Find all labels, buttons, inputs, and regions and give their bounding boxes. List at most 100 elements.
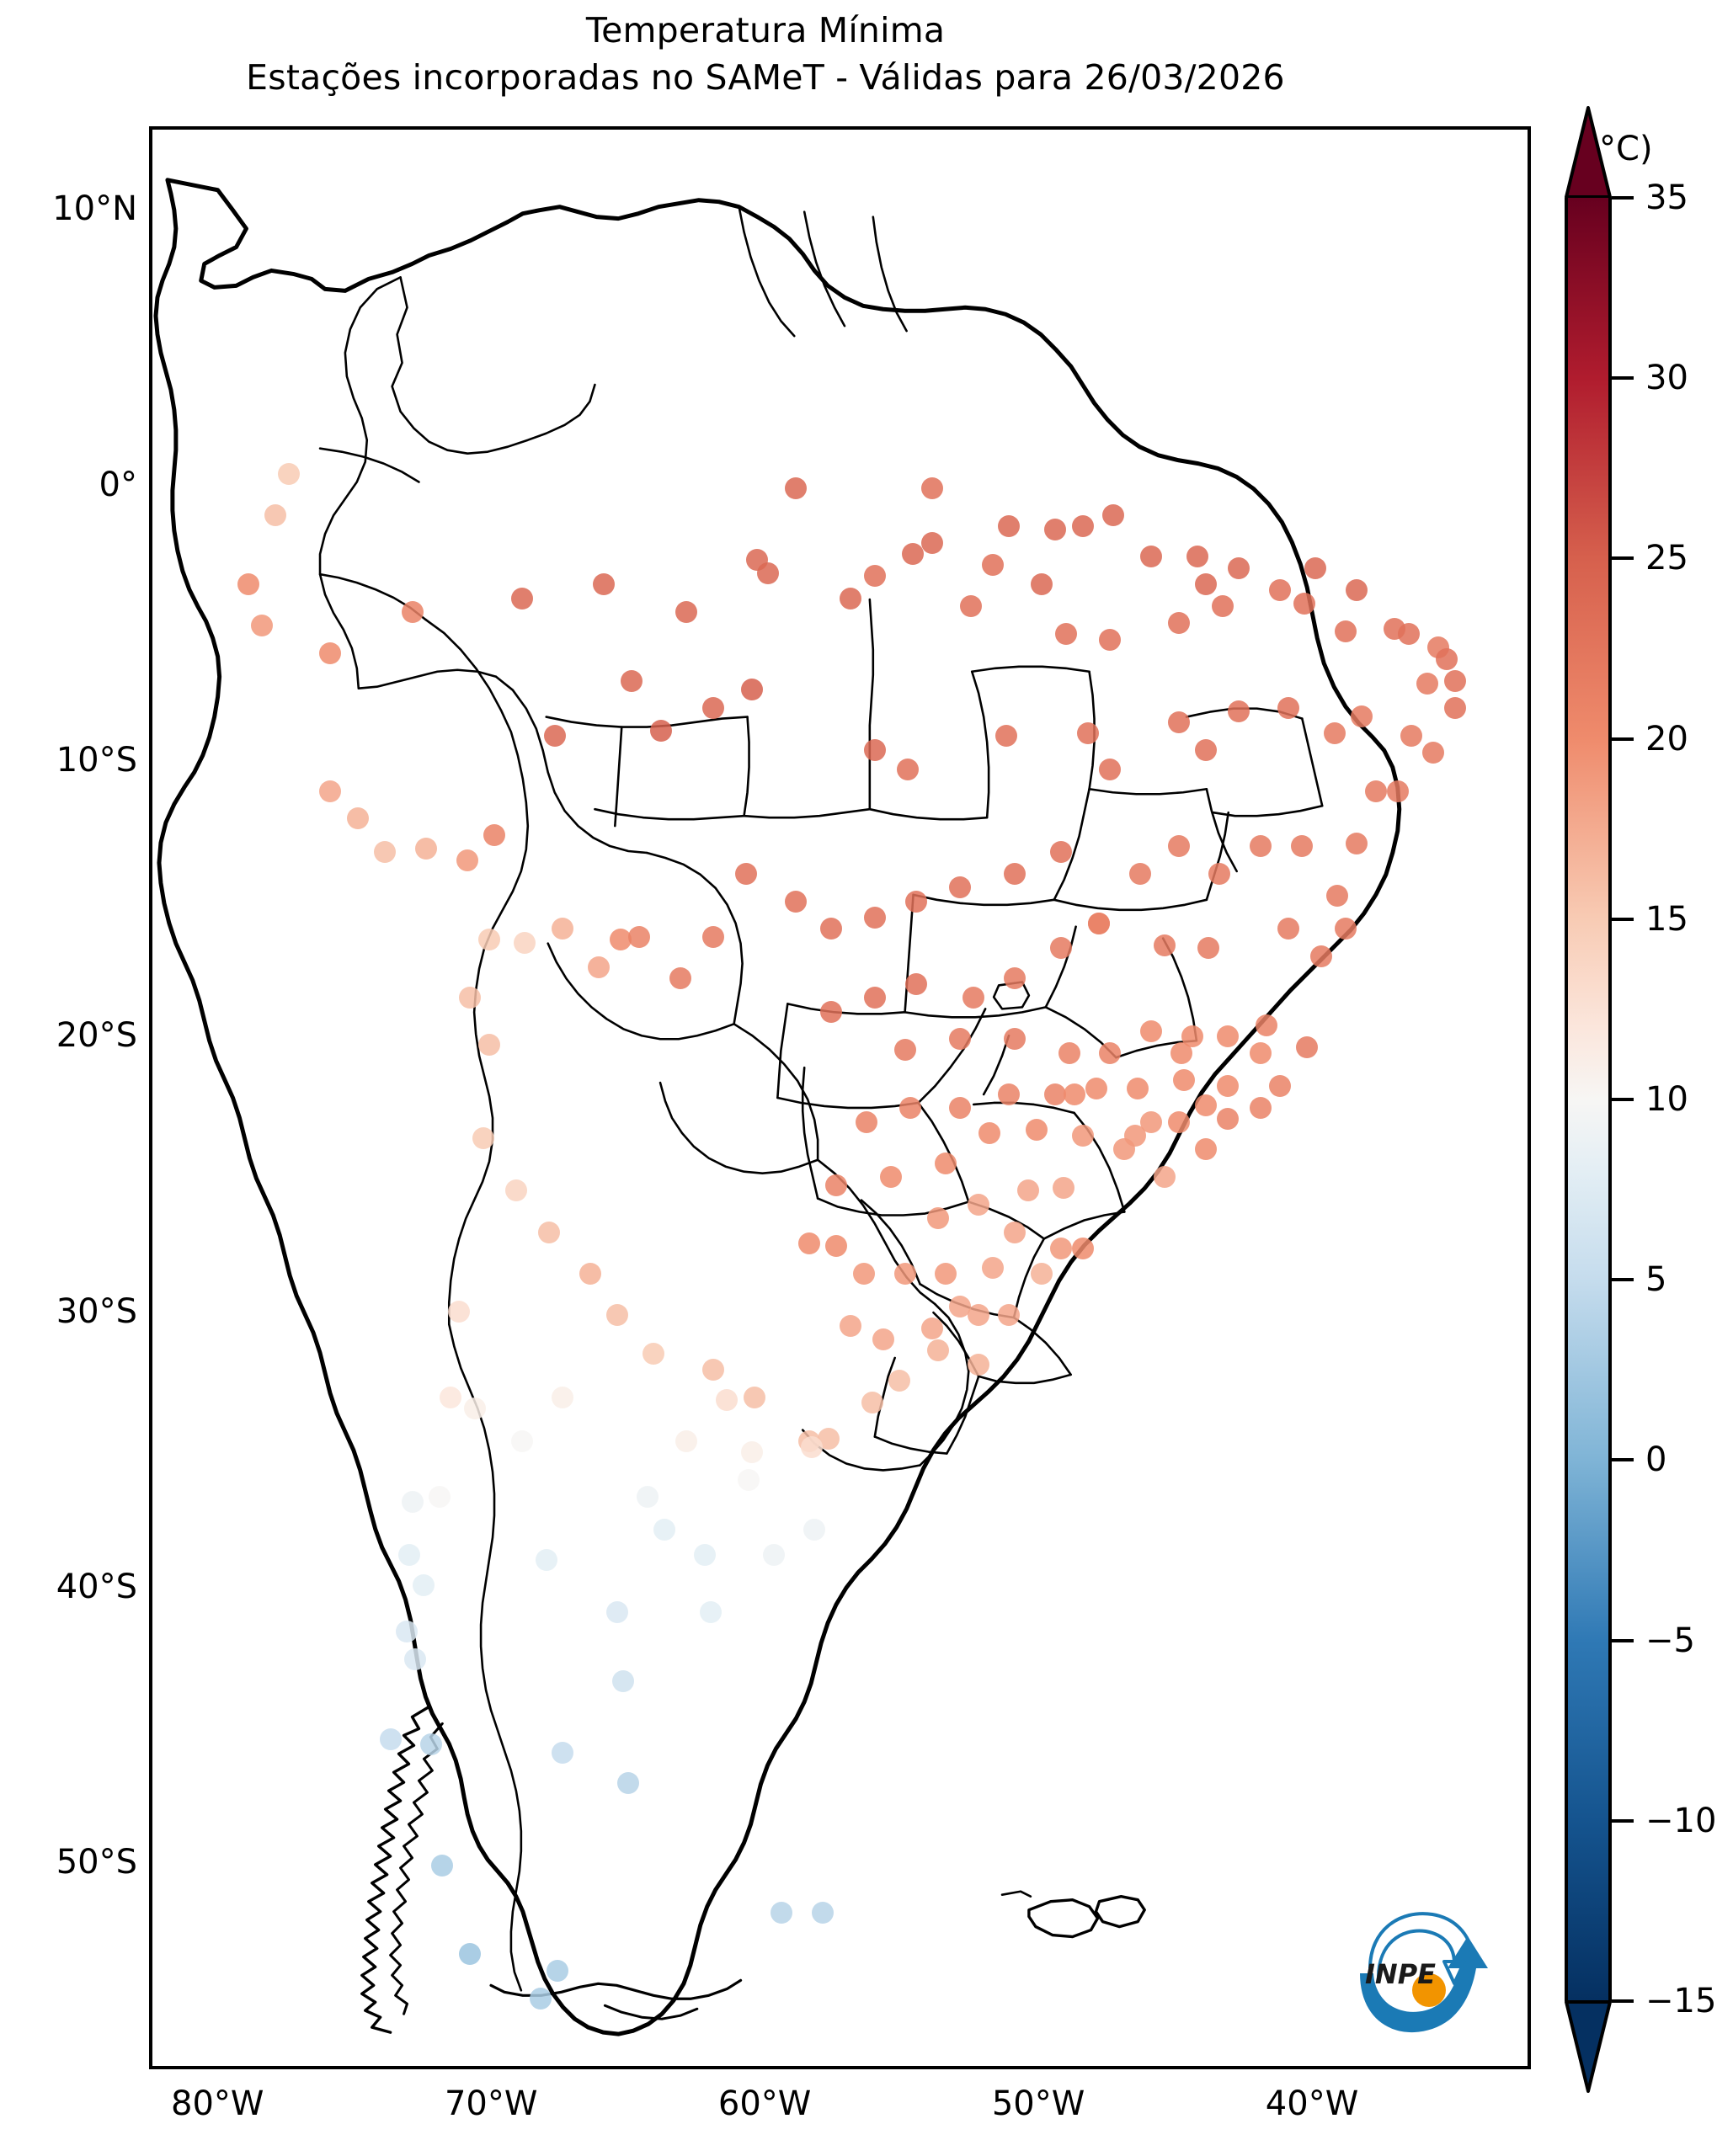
- station-point: [1077, 721, 1100, 744]
- colorbar-tick-label-9: −10: [1645, 1801, 1717, 1840]
- station-point: [456, 849, 478, 871]
- station-point: [968, 1193, 990, 1216]
- colorbar-bottom-extend-arrow: [1565, 2000, 1612, 2093]
- station-point: [1154, 1166, 1176, 1189]
- station-point: [250, 615, 273, 637]
- map-plot-area[interactable]: [149, 126, 1531, 2069]
- station-point: [735, 862, 758, 885]
- station-point: [1268, 1074, 1291, 1097]
- station-point: [401, 600, 424, 623]
- station-point: [1099, 758, 1122, 780]
- station-point: [1003, 967, 1026, 990]
- station-point: [819, 1000, 842, 1023]
- station-point: [1416, 673, 1439, 695]
- station-point: [935, 1262, 957, 1285]
- station-point: [1334, 620, 1357, 642]
- station-point: [1003, 862, 1026, 885]
- station-point: [1167, 1110, 1190, 1133]
- station-point: [1290, 835, 1313, 858]
- station-point: [1364, 780, 1387, 802]
- station-point: [1309, 945, 1332, 968]
- station-point: [762, 1543, 785, 1566]
- station-point: [412, 1573, 435, 1596]
- colorbar-tick-label-5: 10: [1645, 1080, 1688, 1119]
- colorbar-tick-mark-6: [1612, 1278, 1634, 1282]
- station-point: [1049, 937, 1072, 960]
- station-point: [978, 1121, 1001, 1144]
- station-point: [458, 987, 481, 1009]
- station-point: [414, 838, 437, 860]
- station-point: [1197, 937, 1220, 960]
- station-point: [694, 1543, 717, 1566]
- station-point: [675, 1430, 697, 1453]
- station-point: [738, 1469, 760, 1492]
- station-point: [1436, 647, 1458, 670]
- colorbar-tick-mark-9: [1612, 1818, 1634, 1823]
- colorbar-tick-label-4: 15: [1645, 899, 1688, 939]
- station-point: [1293, 593, 1316, 615]
- station-point: [803, 1519, 826, 1541]
- station-point: [743, 1386, 765, 1408]
- station-point: [1250, 835, 1272, 858]
- station-point: [472, 1127, 495, 1150]
- station-point: [998, 1083, 1021, 1105]
- colorbar-tick-label-6: 5: [1645, 1260, 1667, 1300]
- station-point: [1228, 700, 1250, 722]
- inpe-logo: INPE: [1345, 1896, 1505, 2056]
- station-point: [1334, 918, 1357, 940]
- station-point: [921, 476, 944, 499]
- colorbar-top-extend-arrow: [1565, 106, 1612, 199]
- colorbar-tick-label-1: 30: [1645, 359, 1688, 398]
- colorbar-tick-mark-5: [1612, 1098, 1634, 1101]
- station-point: [893, 1262, 916, 1285]
- station-point: [702, 697, 725, 720]
- logo-text: INPE: [1365, 1958, 1436, 1990]
- station-point: [948, 1028, 971, 1051]
- station-point: [447, 1301, 470, 1323]
- colorbar[interactable]: (°C) 35 30 25 20 15 10 5 0 −5 −10 −15: [1565, 106, 1716, 2093]
- station-point: [1099, 1041, 1122, 1064]
- station-point: [579, 1262, 601, 1285]
- station-point: [1250, 1041, 1272, 1064]
- station-point: [264, 504, 287, 527]
- station-point: [1085, 1078, 1108, 1100]
- station-point: [403, 1648, 426, 1670]
- station-point: [1323, 721, 1346, 744]
- station-point: [1208, 862, 1231, 885]
- station-point: [1044, 518, 1067, 540]
- station-point: [839, 1314, 861, 1337]
- station-point: [538, 1221, 561, 1243]
- station-point: [606, 1601, 629, 1624]
- station-point: [1195, 1094, 1218, 1116]
- station-point: [880, 1166, 903, 1189]
- station-point: [543, 725, 566, 748]
- station-point: [921, 1318, 944, 1340]
- station-point: [926, 1207, 949, 1230]
- station-point: [609, 929, 632, 951]
- station-point: [994, 725, 1017, 748]
- station-point: [1049, 840, 1072, 863]
- station-point: [962, 987, 984, 1009]
- logo-arrow-head: [1442, 1960, 1466, 1985]
- logo-orange-dot: [1412, 1973, 1446, 2007]
- station-point: [1167, 612, 1190, 634]
- x-tick-0: 80°W: [171, 2084, 264, 2123]
- station-point: [429, 1485, 451, 1508]
- station-point: [593, 573, 616, 596]
- station-point: [904, 890, 927, 913]
- station-point: [981, 554, 1004, 577]
- x-tick-4: 40°W: [1265, 2084, 1359, 2123]
- station-point: [1099, 628, 1122, 651]
- station-point: [1443, 669, 1466, 692]
- colorbar-tick-mark-8: [1612, 1638, 1634, 1642]
- station-point: [1255, 1014, 1277, 1036]
- station-point: [477, 1033, 500, 1056]
- station-point: [1326, 885, 1349, 908]
- station-point: [740, 678, 763, 700]
- station-point: [1016, 1179, 1039, 1202]
- x-tick-2: 60°W: [717, 2084, 812, 2123]
- station-point: [1101, 504, 1124, 527]
- station-point: [998, 515, 1021, 538]
- station-point: [1277, 697, 1299, 720]
- colorbar-tick-label-2: 25: [1645, 539, 1688, 578]
